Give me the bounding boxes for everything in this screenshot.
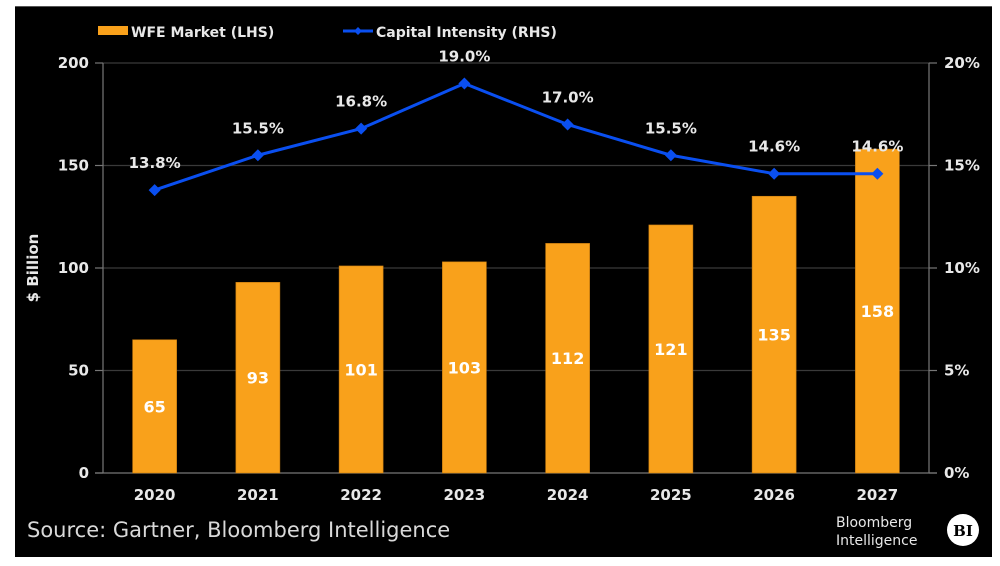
line-data-label: 16.8% <box>335 93 387 111</box>
line-data-label: 19.0% <box>438 48 490 66</box>
line-data-label: 14.6% <box>748 138 800 156</box>
bar-labels: 65 93 101 103 112 121 135 158 <box>143 302 894 416</box>
bar <box>751 195 797 474</box>
bar-series <box>132 148 900 474</box>
line-series <box>148 77 884 197</box>
bar <box>648 224 694 474</box>
line-marker <box>871 167 884 180</box>
bar-data-label: 112 <box>551 349 584 368</box>
bar <box>545 243 590 474</box>
bar <box>132 339 177 474</box>
line-marker <box>458 77 471 90</box>
line-data-label: 17.0% <box>542 89 594 107</box>
y2-tick-label: 0% <box>944 464 969 482</box>
legend-swatch-marker <box>354 27 362 35</box>
y-tick-label: 200 <box>58 54 89 72</box>
x-tick-label: 2025 <box>650 486 692 504</box>
y-tick-label: 50 <box>68 362 89 380</box>
legend-label-capital-intensity: Capital Intensity (RHS) <box>376 25 557 41</box>
line-data-label: 15.5% <box>645 119 697 137</box>
bar-data-label: 135 <box>757 326 790 345</box>
bar-data-label: 103 <box>448 358 481 377</box>
x-tick-label: 2027 <box>857 486 899 504</box>
line-data-label: 13.8% <box>129 154 181 172</box>
bar-data-label: 93 <box>247 369 269 388</box>
brand-name-line2: Intelligence <box>836 533 917 549</box>
y-tick-label: 100 <box>58 259 89 277</box>
bar-data-label: 65 <box>143 397 165 416</box>
legend: WFE Market (LHS) Capital Intensity (RHS) <box>98 25 557 41</box>
legend-swatch-bar <box>98 26 128 35</box>
brand-name-line1: Bloomberg <box>836 515 912 531</box>
line-marker <box>251 149 264 162</box>
line-data-label: 15.5% <box>232 119 284 137</box>
bar-data-label: 158 <box>861 302 894 321</box>
y2-tick-label: 20% <box>944 54 980 72</box>
y2-tick-label: 15% <box>944 157 980 175</box>
y-axis-title: $ Billion <box>24 234 42 303</box>
line-marker <box>768 167 781 180</box>
y-tick-label: 150 <box>58 157 89 175</box>
line-labels: 13.8% 15.5% 16.8% 19.0% 17.0% 15.5% 14.6% 14.6% <box>129 48 904 173</box>
bar <box>338 265 384 474</box>
legend-label-wfe: WFE Market (LHS) <box>131 25 274 41</box>
axes <box>95 62 937 474</box>
x-tick-label: 2024 <box>547 486 589 504</box>
line-marker <box>664 149 677 162</box>
line-marker <box>355 122 368 135</box>
bar-data-label: 121 <box>654 340 687 359</box>
x-tick-label: 2021 <box>237 486 279 504</box>
tick-labels: 0 50 100 150 200 0% 5% 10% 15% 20% 2020 2021 2022 202… <box>58 54 980 504</box>
line-data-label: 14.6% <box>851 138 903 156</box>
gridlines <box>103 62 929 372</box>
x-tick-label: 2020 <box>134 486 176 504</box>
bar <box>442 261 487 474</box>
y2-tick-label: 5% <box>944 362 969 380</box>
y2-tick-label: 10% <box>944 259 980 277</box>
bi-logo-text: BI <box>953 522 973 540</box>
y-tick-label: 0 <box>79 464 89 482</box>
x-tick-label: 2022 <box>340 486 382 504</box>
bar <box>235 282 281 474</box>
source-note: Source: Gartner, Bloomberg Intelligence <box>27 518 450 542</box>
line-marker <box>561 118 574 131</box>
bar-data-label: 101 <box>344 360 377 379</box>
x-tick-label: 2026 <box>753 486 795 504</box>
bar <box>855 148 900 474</box>
line-path <box>154 82 878 192</box>
line-marker <box>148 184 161 197</box>
x-tick-label: 2023 <box>444 486 486 504</box>
bi-logo-icon <box>947 514 979 546</box>
